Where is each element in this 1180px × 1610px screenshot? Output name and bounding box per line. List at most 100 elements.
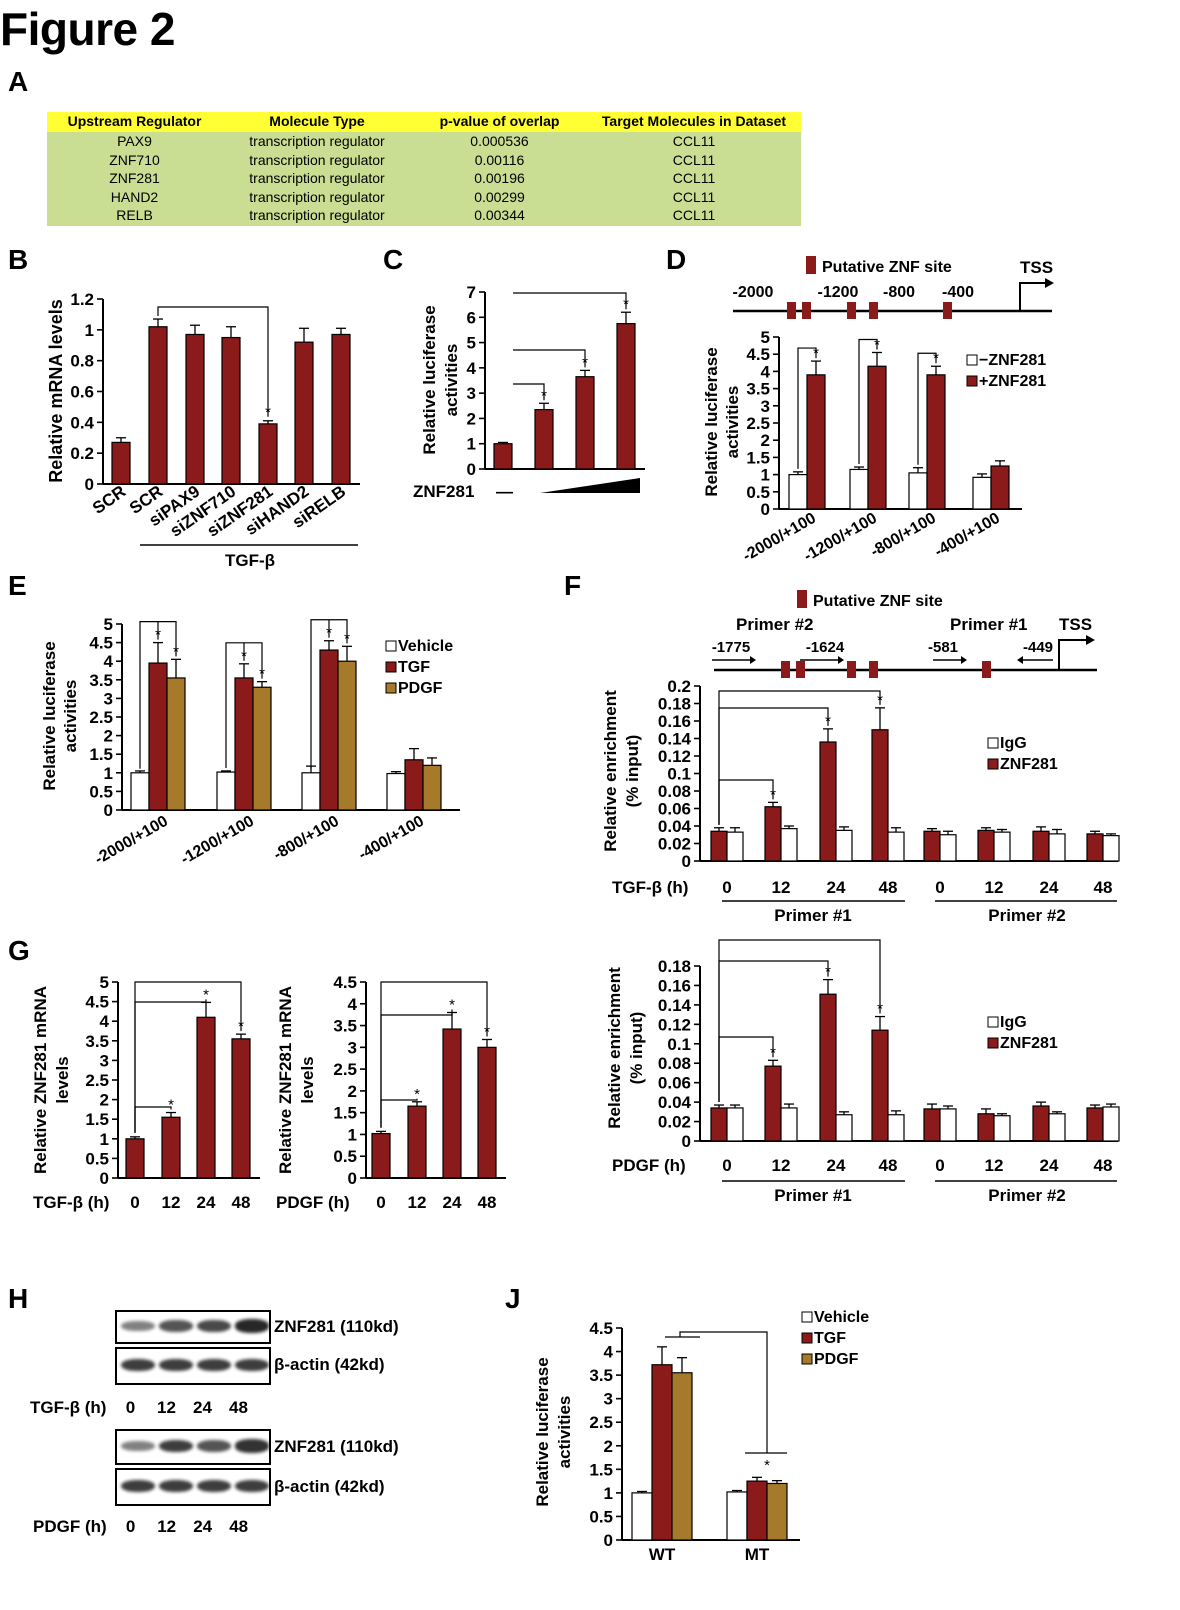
- chart-f-bottom-bar-znf281: [1032, 1105, 1050, 1142]
- chart-d-bar-minus: [849, 468, 869, 510]
- chart-b-bar: [258, 423, 278, 485]
- chart-f-bottom-y-tick-label: 0.02: [658, 1113, 691, 1132]
- chart-b-bar: [111, 441, 131, 485]
- chart-f-znf-site: [796, 661, 805, 678]
- chart-j-bar: [631, 1492, 653, 1541]
- chart-d-y-tick-label: 3.5: [746, 380, 770, 399]
- chart-d-y-tick-label: 4: [761, 362, 771, 381]
- chart-e-legend-swatch: [385, 682, 397, 694]
- chart-d-star: *: [874, 336, 880, 353]
- table-cell: HAND2: [110, 188, 159, 205]
- chart-c-y-tick-label: 1: [467, 435, 476, 454]
- chart-j-y-label: activities: [555, 1396, 574, 1469]
- chart-e-bar: [301, 772, 321, 811]
- chart-g-right-bar: [371, 1132, 391, 1179]
- chart-f-top-y-tick-label: 0.02: [658, 835, 691, 854]
- chart-c-dose-wedge: [540, 478, 640, 493]
- chart-e-x-tick-label: -2000/+100: [92, 813, 171, 868]
- chart-j-legend-label: TGF: [814, 1330, 846, 1347]
- chart-g-left-y-tick-label: 0.5: [85, 1149, 109, 1168]
- chart-f-top-y-tick-label: 0.14: [658, 730, 692, 749]
- table-cell: ZNF281: [109, 170, 160, 186]
- chart-f-bottom-x-tick-label: 48: [879, 1156, 898, 1175]
- chart-j-bracket: [679, 1331, 768, 1453]
- blot-band: [159, 1479, 193, 1493]
- chart-g-right-y-tick-label: 2: [348, 1082, 357, 1101]
- chart-j-legend-swatch: [801, 1353, 813, 1365]
- table-header-cell: p-value of overlap: [439, 113, 560, 129]
- chart-j-legend-label: Vehicle: [814, 1309, 869, 1326]
- upstream-regulator-table: Upstream Regulator Molecule Type p-value…: [47, 112, 801, 226]
- chart-f-bottom-x-tick-label: 12: [772, 1156, 791, 1175]
- western-blot-tgf-znf281: [115, 1310, 271, 1344]
- chart-e-bar: [148, 662, 168, 811]
- chart-j-y-label: Relative luciferase: [533, 1357, 552, 1506]
- chart-f-top-bar-znf281: [1086, 833, 1104, 862]
- table-cell: 0.00116: [474, 151, 525, 168]
- chart-f-top-treatment-label: TGF-β (h): [612, 878, 688, 897]
- chart-e-y-tick-label: 3.5: [89, 671, 113, 690]
- chart-f-znf-site-legend-swatch: [797, 590, 807, 608]
- chart-j-y-tick-label: 3: [604, 1390, 613, 1409]
- chart-f-bottom-treatment-label: PDGF (h): [612, 1156, 686, 1175]
- blot-label: ZNF281 (110kd): [274, 1437, 399, 1456]
- table-cell: ZNF710: [109, 151, 160, 168]
- chart-d-position-label: -2000: [733, 284, 774, 301]
- chart-b-y-tick-label: 0.6: [70, 383, 94, 402]
- chart-j-y-tick-label: 1.5: [589, 1460, 613, 1479]
- chart-f-bottom-legend-label: IgG: [1000, 1014, 1027, 1031]
- chart-f-bottom-y-tick-label: 0: [682, 1132, 691, 1151]
- chart-c-y-label: activities: [442, 344, 461, 417]
- chart-g-left-y-tick-label: 2: [100, 1091, 109, 1110]
- chart-j-y-tick-label: 0.5: [589, 1507, 613, 1526]
- chart-f-bottom-x-tick-label: 24: [827, 1156, 846, 1175]
- chart-e-star: *: [173, 643, 179, 660]
- panel-label-h: H: [8, 1283, 29, 1314]
- chart-g-right-bracket: [380, 981, 488, 1128]
- chart-g-right-star: *: [414, 1086, 420, 1103]
- chart-b-y-tick-label: 1.2: [70, 290, 94, 309]
- table-cell: 0.00344: [474, 207, 525, 223]
- chart-f-top-bar-igg: [780, 828, 798, 862]
- chart-f-top-bar-igg: [939, 834, 957, 862]
- blot-label: β-actin (42kd): [274, 1355, 385, 1374]
- chart-e-y-tick-label: 2: [104, 727, 113, 746]
- chart-f-top-bar-znf281: [764, 806, 782, 862]
- chart-f-top-bar-igg: [726, 831, 744, 862]
- chart-g-right-x-tick-label: 24: [443, 1193, 462, 1212]
- chart-d-legend-label: +ZNF281: [979, 373, 1046, 390]
- chart-f-top-star: *: [825, 713, 831, 730]
- blot-band: [235, 1479, 269, 1493]
- chart-f-bottom-bar-znf281: [923, 1108, 941, 1142]
- chart-f-bottom-group-label: Primer #1: [774, 1186, 852, 1205]
- chart-e-y-label: activities: [61, 680, 80, 753]
- western-blot-pdgf-actin: [115, 1468, 271, 1506]
- chart-f-bottom-x-tick-label: 0: [722, 1156, 731, 1175]
- chart-f-bottom-bar-igg: [726, 1107, 744, 1142]
- blot-label: ZNF281 (110kd): [274, 1317, 399, 1336]
- chart-b-bar: [294, 341, 314, 485]
- chart-j-y-tick-label: 2: [604, 1437, 613, 1456]
- blot-band: [121, 1320, 155, 1332]
- chart-e-x-tick-label: -1200/+100: [178, 813, 257, 868]
- chart-d-position-label: -400: [942, 284, 974, 301]
- chart-j-legend-swatch: [801, 1311, 813, 1323]
- table-cell: CCL11: [672, 170, 716, 186]
- chart-f-bottom-bar-znf281: [1086, 1107, 1104, 1142]
- chart-f-top-x-tick-label: 24: [1040, 878, 1059, 897]
- chart-f-top-x-tick-label: 12: [985, 878, 1004, 897]
- chart-d-y-tick-label: 4.5: [746, 345, 770, 364]
- chart-f-top-y-tick-label: 0.18: [658, 695, 691, 714]
- chart-g-right-y-tick-label: 4: [348, 995, 358, 1014]
- chart-b-y-tick-label: 0: [85, 475, 94, 494]
- panel-label-b: B: [8, 244, 29, 275]
- chart-f-bottom-bar-znf281: [977, 1113, 995, 1142]
- chart-f-top-legend-label: IgG: [1000, 735, 1027, 752]
- chart-g-right-x-tick-label: 12: [408, 1193, 427, 1212]
- chart-g-right-y-tick-label: 1.5: [333, 1104, 357, 1123]
- table-header-cell: Molecule Type: [269, 113, 365, 129]
- chart-f-bottom-legend-swatch: [987, 1016, 999, 1028]
- chart-f-top-group-label: Primer #2: [988, 906, 1066, 925]
- chart-f-tss-arrowhead: [1086, 635, 1095, 645]
- chart-f-bottom-y-label: Relative enrichment: [605, 967, 624, 1129]
